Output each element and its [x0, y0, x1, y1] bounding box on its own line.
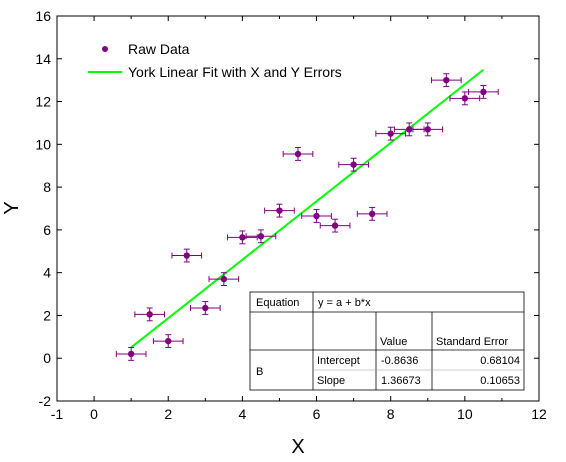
y-tick-label: 14 [35, 51, 51, 67]
y-tick-label: 6 [43, 222, 51, 238]
data-point [146, 311, 153, 318]
y-tick-label: -2 [39, 393, 52, 409]
data-point-group [338, 157, 369, 172]
data-point-group [208, 272, 240, 286]
data-point-group [356, 206, 388, 221]
x-tick-label: 8 [387, 406, 395, 422]
y-tick-label: 0 [43, 350, 51, 366]
x-axis-title: X [291, 436, 304, 458]
data-point-group [375, 126, 407, 141]
data-point [127, 350, 135, 358]
data-point [220, 275, 228, 283]
data-point-group [227, 230, 258, 245]
x-tick-label: 0 [90, 406, 98, 422]
table-group-label: B [256, 366, 263, 378]
plot-area-border [56, 15, 540, 402]
table-header-error: Standard Error [436, 336, 508, 348]
y-tick-label: 10 [35, 136, 51, 152]
data-point [257, 233, 265, 240]
legend: Raw Data York Linear Fit with X and Y Er… [88, 41, 342, 80]
data-point [424, 126, 431, 133]
table-border [249, 291, 525, 391]
data-point [202, 304, 209, 312]
y-tick-label: 12 [35, 94, 51, 110]
data-point [406, 126, 413, 133]
data-point-group [264, 203, 295, 218]
y-tick-label: 4 [43, 265, 51, 281]
data-point-group [468, 85, 499, 99]
data-point [443, 76, 450, 84]
x-tick-label: -1 [51, 406, 64, 422]
data-point-group [301, 209, 332, 223]
legend-label-raw-data: Raw Data [128, 41, 190, 57]
x-tick-label: 12 [531, 406, 547, 422]
data-point-group [134, 307, 166, 322]
data-point-group [115, 347, 147, 361]
fit-line-layer [130, 68, 485, 349]
data-point [331, 222, 339, 229]
data-point [239, 234, 246, 241]
table-row-slope-name: Slope [317, 375, 345, 387]
data-point [461, 95, 469, 102]
fit-line [130, 68, 485, 349]
data-point [368, 210, 376, 218]
y-tick-label: 8 [43, 179, 51, 195]
data-point-group [430, 73, 462, 88]
plot-frame [56, 15, 540, 402]
table-equation: y = a + b*x [318, 297, 371, 309]
table-row-slope-error: 0.10653 [480, 375, 520, 387]
data-point-group [189, 301, 221, 315]
table-row-slope-value: 1.36673 [381, 375, 421, 387]
data-points-layer [115, 73, 499, 361]
table-header-value: Value [380, 336, 407, 348]
data-point [294, 150, 302, 158]
x-tick-label: 4 [238, 406, 246, 422]
y-axis-title: Y [1, 201, 23, 214]
x-tick-label: 6 [313, 406, 321, 422]
table-row-intercept-name: Intercept [317, 355, 360, 367]
data-point-group [449, 91, 481, 106]
y-tick-label: 2 [43, 307, 51, 323]
x-tick-label: 2 [164, 406, 172, 422]
data-point [276, 207, 283, 214]
data-point-group [171, 248, 203, 263]
data-point [165, 337, 172, 345]
axis-ticks [56, 15, 540, 402]
table-equation-label: Equation [256, 297, 299, 309]
table-row-intercept-error: 0.68104 [480, 355, 520, 367]
table-row-intercept-value: -0.8636 [381, 355, 418, 367]
data-point-group [393, 122, 425, 137]
legend-marker-raw-data [102, 46, 108, 52]
data-point-group [319, 218, 351, 233]
data-point [350, 161, 357, 168]
y-tick-label: 16 [35, 8, 51, 24]
data-point [480, 88, 487, 96]
data-point-group [245, 229, 277, 244]
data-point-group [282, 147, 314, 161]
tick-labels: -1 0 2 4 6 8 10 12 -2 0 2 4 6 8 10 12 14 16 [35, 8, 547, 422]
x-tick-label: 10 [457, 406, 473, 422]
data-point [313, 212, 320, 220]
data-point-group [152, 334, 184, 349]
data-point-group [412, 122, 444, 137]
data-point [387, 130, 394, 137]
data-point [183, 252, 190, 259]
legend-label-fit: York Linear Fit with X and Y Errors [128, 64, 342, 80]
fit-results-table: Equation y = a + b*x Value Standard Erro… [249, 291, 525, 391]
